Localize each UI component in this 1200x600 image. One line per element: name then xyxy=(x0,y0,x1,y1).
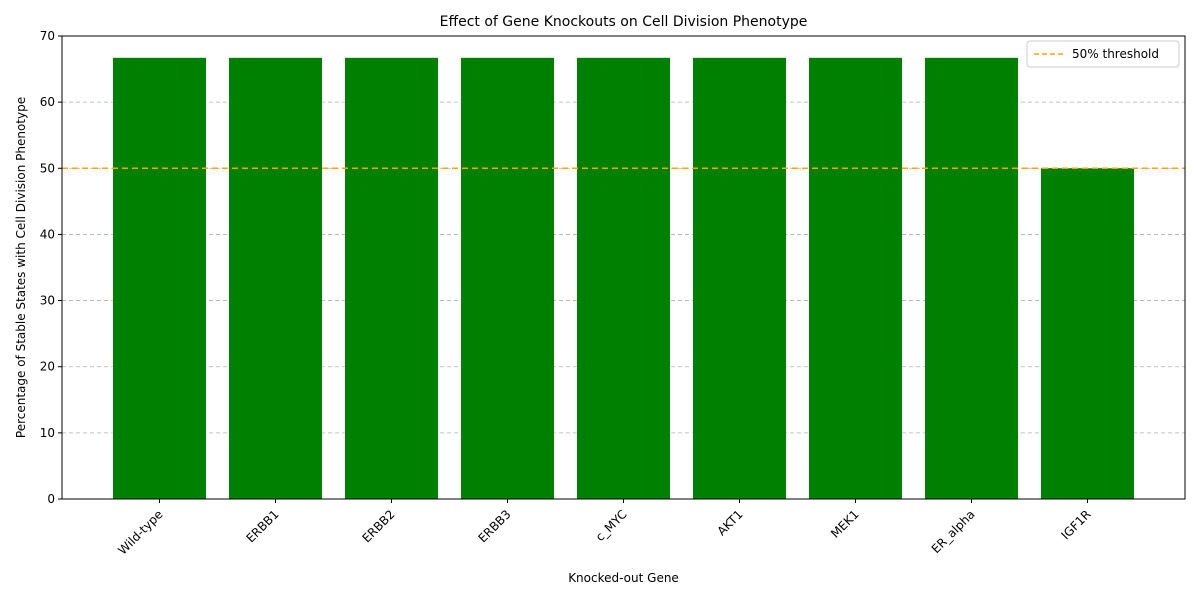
x-axis: Wild-type ERBB1 ERBB2 ERBB3 c_MYC AKT1 MEK1 ER_… xyxy=(115,499,1094,557)
bar-ER_alpha xyxy=(925,57,1018,499)
y-tick-label: 40 xyxy=(40,227,55,241)
x-tick-label: MEK1 xyxy=(828,507,862,541)
y-tick-label: 70 xyxy=(40,29,55,43)
x-axis-label: Knocked-out Gene xyxy=(568,571,679,585)
y-tick-label: 10 xyxy=(40,426,55,440)
bar-ERBB3 xyxy=(461,57,554,499)
x-tick-label: ERBB3 xyxy=(475,507,513,545)
bar-MEK1 xyxy=(809,57,902,499)
y-tick-label: 0 xyxy=(47,492,55,506)
x-tick-label: c_MYC xyxy=(593,507,630,544)
x-tick-label: ERBB1 xyxy=(243,507,281,545)
y-tick-label: 50 xyxy=(40,161,55,175)
x-tick-label: IGF1R xyxy=(1058,507,1093,542)
bar-ERBB2 xyxy=(345,57,438,499)
legend: 50% threshold xyxy=(1026,40,1180,68)
y-tick-label: 20 xyxy=(40,360,55,374)
bar-ERBB1 xyxy=(229,57,322,499)
bar-IGF1R xyxy=(1041,168,1134,500)
bar-AKT1 xyxy=(693,57,786,499)
x-tick-label: ERBB2 xyxy=(359,507,397,545)
x-tick-label: Wild-type xyxy=(115,507,165,557)
legend-entry-threshold: 50% threshold xyxy=(1072,47,1159,61)
x-tick-label: AKT1 xyxy=(714,507,745,538)
y-tick-label: 30 xyxy=(40,294,55,308)
y-tick-label: 60 xyxy=(40,95,55,109)
bar-c_MYC xyxy=(577,57,670,499)
chart-title: Effect of Gene Knockouts on Cell Divisio… xyxy=(440,14,808,30)
bar-Wild-type xyxy=(113,57,206,499)
x-tick-label: ER_alpha xyxy=(929,507,978,556)
y-axis-label: Percentage of Stable States with Cell Di… xyxy=(14,97,28,438)
bars xyxy=(113,57,1134,500)
legend-box xyxy=(1026,40,1180,68)
y-axis: 0 10 20 30 40 50 60 70 xyxy=(40,29,62,506)
